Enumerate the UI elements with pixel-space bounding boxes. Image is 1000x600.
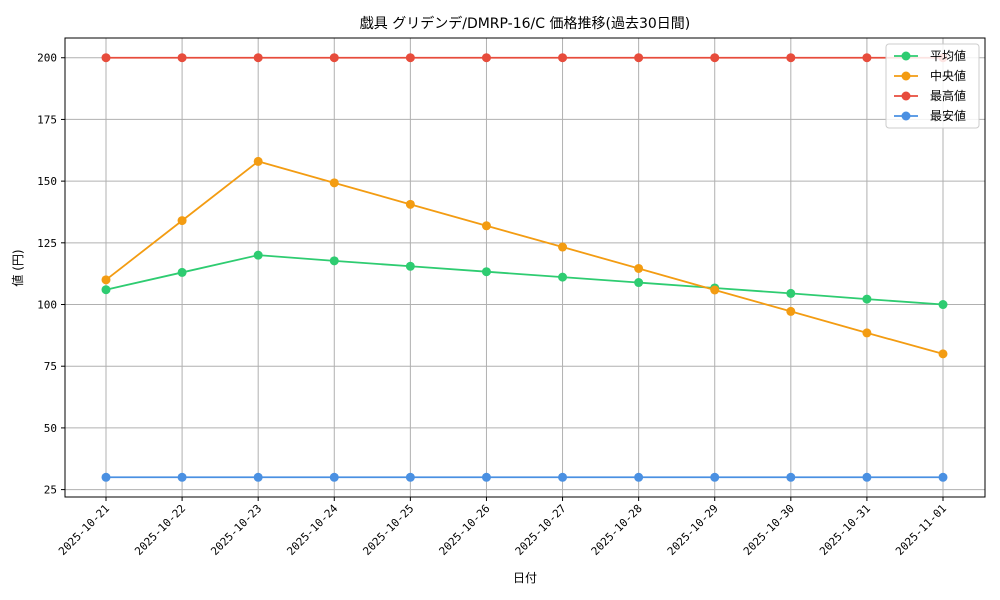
data-point: [405, 472, 415, 482]
y-tick-label: 50: [44, 422, 57, 435]
y-axis-label: 値 (円): [10, 249, 25, 286]
x-tick-label: 2025-10-30: [741, 502, 797, 558]
data-point: [481, 472, 491, 482]
data-point: [101, 53, 111, 63]
data-point: [101, 472, 111, 482]
data-point: [329, 256, 339, 266]
plot-frame: [64, 37, 986, 498]
data-point: [558, 53, 568, 63]
data-point: [634, 472, 644, 482]
legend-marker: [901, 71, 911, 81]
data-point: [862, 328, 872, 338]
data-point: [101, 285, 111, 295]
data-point: [634, 263, 644, 273]
data-point: [710, 285, 720, 295]
data-point: [862, 53, 872, 63]
data-point: [786, 288, 796, 298]
data-point: [634, 53, 644, 63]
data-point: [786, 53, 796, 63]
x-tick-label: 2025-10-29: [665, 502, 721, 558]
data-point: [481, 221, 491, 231]
legend-marker: [901, 51, 911, 61]
data-point: [786, 306, 796, 316]
series-1: [101, 156, 948, 359]
x-axis-label: 日付: [513, 571, 537, 585]
x-tick-label: 2025-10-31: [817, 502, 873, 558]
y-tick-label: 150: [37, 175, 57, 188]
x-tick-label: 2025-10-27: [513, 502, 569, 558]
y-tick-label: 125: [37, 237, 57, 250]
series-line: [105, 254, 944, 306]
data-point: [329, 53, 339, 63]
data-point: [786, 472, 796, 482]
data-point: [938, 349, 948, 359]
legend-label: 中央値: [930, 68, 966, 83]
data-point: [253, 472, 263, 482]
y-tick-label: 25: [44, 484, 57, 497]
chart-title: 戯具 グリデンデ/DMRP-16/C 価格推移(過去30日間): [360, 15, 690, 32]
legend-label: 平均値: [930, 48, 966, 63]
series-3: [101, 472, 948, 482]
x-tick-label: 2025-10-26: [437, 502, 493, 558]
x-tick-label: 2025-11-01: [893, 502, 949, 558]
data-point: [481, 267, 491, 277]
legend-marker: [901, 111, 911, 121]
series-2: [101, 53, 948, 63]
data-point: [329, 178, 339, 188]
x-axis: 2025-10-21 2025-10-22 2025-10-23 2025-10-24…: [56, 497, 949, 558]
legend-marker: [901, 91, 911, 101]
legend-item: 平均値: [894, 48, 966, 63]
x-tick-label: 2025-10-28: [589, 502, 645, 558]
data-point: [405, 53, 415, 63]
data-point: [177, 53, 187, 63]
legend-item: 中央値: [894, 68, 966, 83]
data-point: [405, 199, 415, 209]
data-point: [862, 472, 872, 482]
data-point: [558, 472, 568, 482]
data-point: [481, 53, 491, 63]
data-point: [177, 267, 187, 277]
legend-label: 最安値: [930, 108, 966, 123]
x-tick-label: 2025-10-21: [56, 502, 112, 558]
data-point: [177, 472, 187, 482]
data-point: [329, 472, 339, 482]
legend-item: 最高値: [894, 88, 966, 103]
x-tick-label: 2025-10-23: [208, 502, 264, 558]
data-point: [253, 250, 263, 260]
series-0: [101, 250, 948, 310]
data-point: [558, 242, 568, 252]
data-point: [938, 300, 948, 310]
data-point: [862, 294, 872, 304]
data-point: [405, 261, 415, 271]
data-point: [253, 53, 263, 63]
series-group: [101, 53, 948, 482]
y-tick-label: 175: [37, 113, 57, 126]
data-point: [634, 278, 644, 288]
x-tick-label: 2025-10-24: [284, 502, 340, 558]
data-point: [253, 156, 263, 166]
series-line: [105, 160, 944, 355]
legend-label: 最高値: [930, 88, 966, 103]
data-point: [710, 53, 720, 63]
legend-box: [885, 43, 980, 129]
data-point: [710, 472, 720, 482]
data-point: [558, 272, 568, 282]
data-point: [177, 216, 187, 226]
x-tick-label: 2025-10-22: [132, 502, 188, 558]
data-point: [938, 472, 948, 482]
data-point: [101, 275, 111, 285]
y-tick-label: 75: [44, 360, 57, 373]
y-tick-label: 200: [37, 52, 57, 65]
legend-item: 最安値: [894, 108, 966, 123]
y-tick-label: 100: [37, 299, 57, 312]
y-axis: 25 50 75 100 125 150 175 200: [37, 52, 65, 497]
x-tick-label: 2025-10-25: [360, 502, 416, 558]
